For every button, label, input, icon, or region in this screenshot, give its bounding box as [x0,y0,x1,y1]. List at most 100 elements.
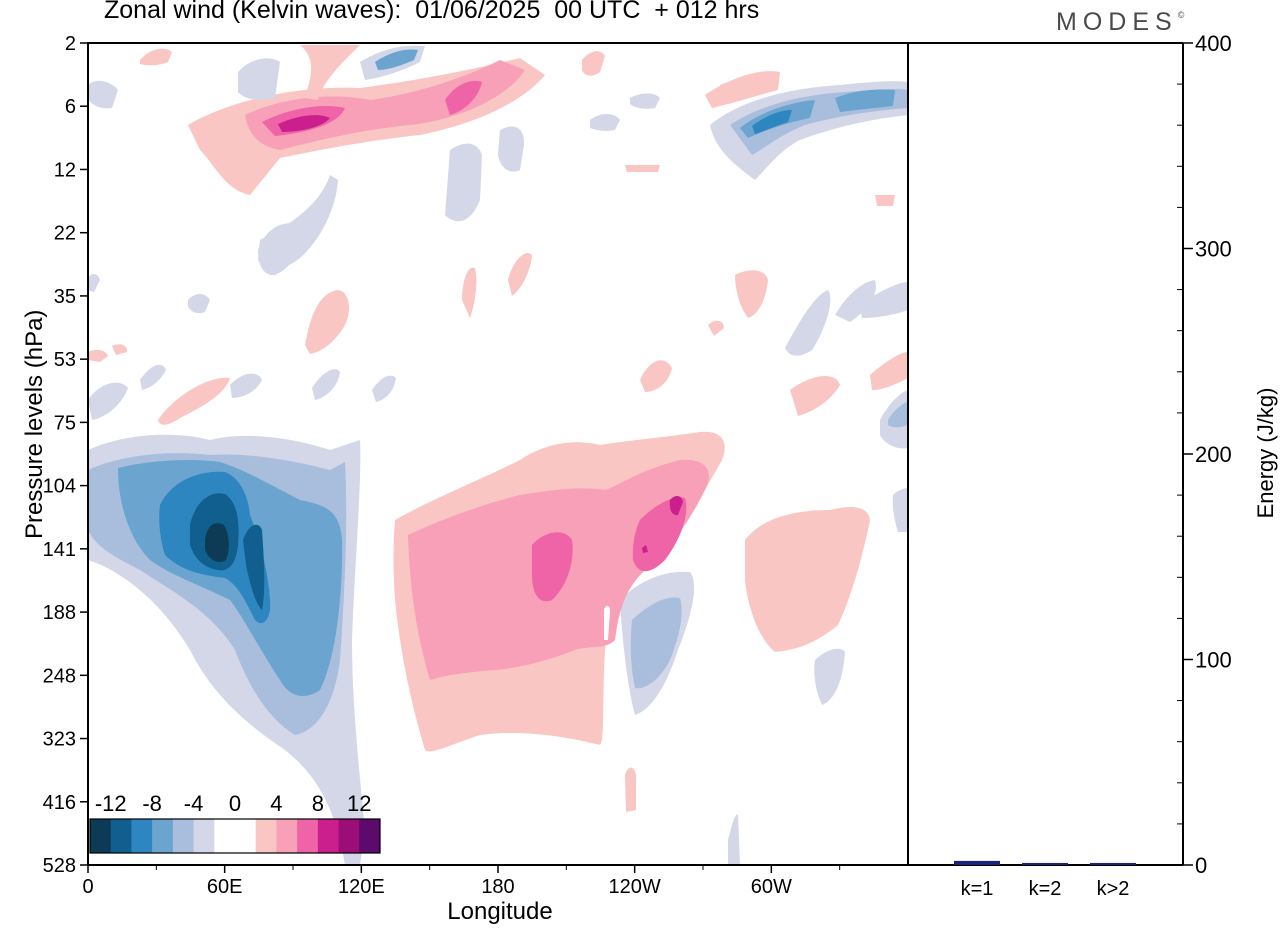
contour-positive [735,270,768,318]
brand-logo: MODES© [1056,8,1185,36]
x-axis-label: Longitude [447,898,553,925]
colorbar-swatch [110,819,132,853]
contour-positive [642,545,648,553]
contour-negative [205,523,229,562]
colorbar-label: 12 [347,791,371,816]
contour-positive [140,48,172,66]
colorbar-swatch [131,819,153,853]
energy-bar [954,860,1000,865]
contour-positive [625,767,636,812]
energy-bar [1022,862,1068,865]
colorbar-swatch [338,819,360,853]
colorbar-swatch [317,819,340,853]
contour-negative [140,364,166,390]
colorbar: -12 -8 -4 0 4 8 12 [89,791,381,854]
contour-positive [708,320,724,336]
contour-positive [112,344,128,355]
contour-negative [888,402,908,428]
contour-positive [508,253,532,296]
contour-negative [814,648,845,705]
contour-positive [745,507,870,652]
y-tick-label: 323 [43,729,76,751]
y-tick-label: 248 [43,665,76,687]
colorbar-label: -12 [95,791,127,816]
contour-negative [188,294,210,314]
contour-negative [590,114,620,131]
contour-positive [632,497,687,572]
contour-positive [532,532,573,602]
x-tick-label: 0 [82,876,93,898]
energy-tick-label: 0 [1195,853,1207,878]
contour-negative [243,524,265,610]
y-axis-label: Pressure levels (hPa) [21,309,48,539]
y-tick-label: 12 [54,159,76,181]
contour-negative [375,49,418,70]
colorbar-swatch [297,819,319,853]
contour-positive [300,45,360,100]
x-tick-label: 120W [609,876,661,898]
colorbar-label: -4 [184,791,204,816]
contour-negative [728,814,740,865]
energy-category-label: k=1 [961,878,994,900]
colorbar-swatch [255,819,277,853]
contour-positive [625,165,660,172]
y-tick-label: 22 [54,223,76,245]
contour-negative [312,369,340,400]
contour-negative [835,89,895,112]
colorbar-frame [89,818,381,854]
contour-positive [582,51,605,76]
energy-tick-label: 400 [1195,31,1232,56]
colorbar-swatch [214,819,236,853]
contour-positive [790,375,840,416]
contour-negative [88,274,100,292]
contour-negative [238,58,280,100]
contour-positive [278,115,330,132]
colorbar-swatch [172,819,195,853]
colorbar-swatch [152,819,174,853]
kelvin-wave-field [88,45,908,865]
contour-positive [720,80,752,99]
contour-positive [462,267,477,318]
colorbar-swatch [90,819,112,853]
contour-positive [445,80,482,115]
colorbar-label: 8 [312,791,324,816]
contour-negative [785,290,831,356]
energy-category-label: k>2 [1097,878,1130,900]
colorbar-swatch [235,819,257,853]
y-tick-label: 6 [65,96,76,118]
y-tick-label: 188 [43,602,76,624]
y-tick-label: 416 [43,792,76,814]
contour-negative [445,143,482,222]
contour-positive [669,496,683,516]
y-tick-label: 104 [43,476,76,498]
energy-category-label: k=2 [1029,878,1062,900]
colorbar-label: 0 [229,791,241,816]
contour-negative [630,93,660,109]
energy-bar [1090,862,1136,865]
x-tick-label: 180 [481,876,514,898]
contour-negative [860,282,908,318]
y-tick-label: 53 [54,349,76,371]
contour-negative [88,382,128,420]
axes-group: 0 60E 120E 180 120W 60W 2 6 12 22 35 53 75 104 141 188 2… [43,31,1232,898]
energy-axis-label: Energy (J/kg) [1253,387,1278,519]
contour-negative [498,126,525,172]
contour-positive [305,290,350,354]
contour-negative [835,280,876,322]
contour-negative [258,223,301,276]
contour-positive [158,377,230,425]
x-tick-label: 60E [207,876,243,898]
contour-negative [604,605,610,640]
y-tick-label: 35 [54,286,76,308]
contour-positive [870,352,908,390]
y-tick-label: 2 [65,33,76,55]
contour-negative [630,597,682,689]
chart-title: Zonal wind (Kelvin waves): 01/06/2025 00… [104,0,760,24]
x-tick-label: 60W [751,876,792,898]
energy-bars: k=1 k=2 k>2 [954,860,1136,900]
y-tick-label: 528 [43,855,76,877]
colorbar-label: 4 [270,791,282,816]
contour-negative [372,375,396,402]
colorbar-swatch [276,819,298,853]
